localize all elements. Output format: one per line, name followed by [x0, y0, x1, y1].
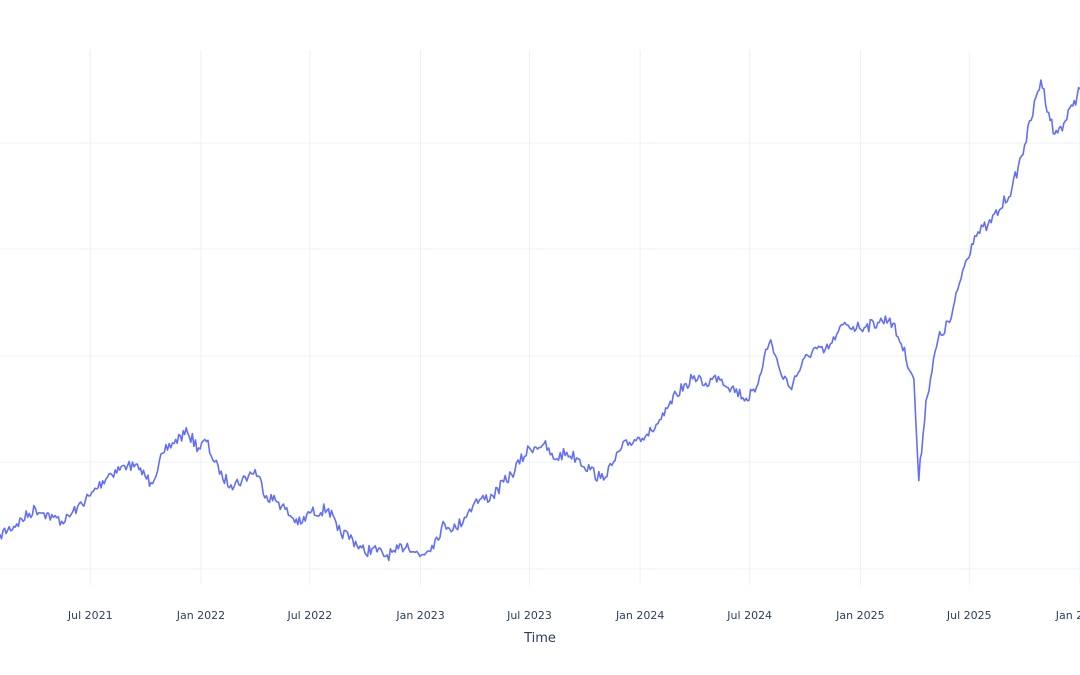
x-tick-label: Jul 2025: [946, 609, 992, 622]
x-tick-label: Jan 2026: [1055, 609, 1080, 622]
series-line: [0, 79, 1080, 562]
x-tick-label: Jan 2022: [176, 609, 225, 622]
x-tick-label: Jul 2024: [726, 609, 772, 622]
x-tick-label: Jan 2024: [615, 609, 664, 622]
series-layer: [0, 79, 1080, 562]
x-tick-label: Jul 2021: [67, 609, 113, 622]
x-tick-label: Jan 2025: [835, 609, 884, 622]
x-tick-label: Jul 2022: [286, 609, 332, 622]
x-tick-label: Jul 2023: [506, 609, 552, 622]
vertical-gridlines: [89, 50, 1080, 585]
x-axis-tick-labels: Jul 2021 Jan 2022 Jul 2022 Jan 2023 Jul 2023…: [67, 609, 1080, 622]
horizontal-gridlines: [0, 142, 1080, 570]
x-axis-title: Time: [523, 631, 556, 646]
x-tick-label: Jan 2023: [395, 609, 444, 622]
